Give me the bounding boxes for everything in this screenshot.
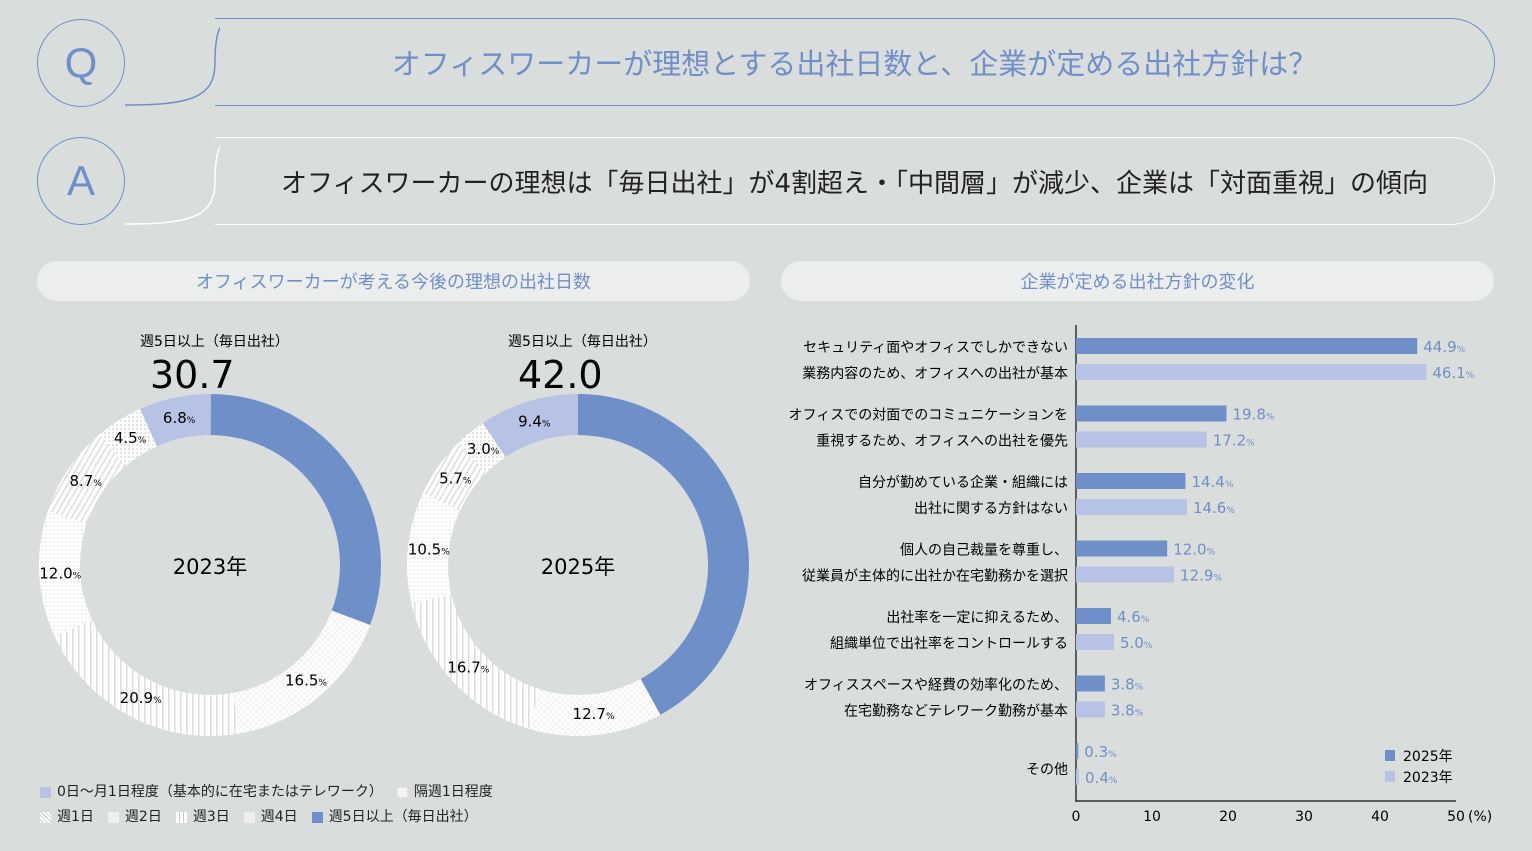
category-label: セキュリティ面やオフィスでしかできない [803, 340, 1068, 356]
bar-value-label: 12.0% [1173, 541, 1215, 559]
x-tick-label: 30 [1295, 809, 1313, 825]
legend-item: 週3日 [175, 806, 230, 826]
x-tick-label: 0 [1072, 809, 1081, 825]
bar [1076, 473, 1186, 489]
category-label: 組織単位で出社率をコントロールする [830, 635, 1068, 652]
bar [1076, 499, 1187, 515]
bar-value-label: 0.4% [1085, 769, 1118, 787]
donut-slice [411, 594, 541, 729]
donut-slice [54, 619, 240, 736]
answer-text: オフィスワーカーの理想は「毎日出社」が4割超え・「中間層」が減少、企業は「対面重… [215, 137, 1495, 225]
category-label: オフィススペースや経費の効率化のため、 [804, 677, 1068, 694]
bar-value-label: 14.6% [1193, 499, 1235, 517]
bar-value-label: 0.3% [1084, 743, 1117, 761]
bar-value-label: 5.0% [1120, 634, 1153, 652]
donut-slice [406, 493, 461, 604]
category-label: その他 [1026, 762, 1068, 778]
bar [1076, 405, 1227, 422]
legend-item: 週2日 [107, 806, 162, 826]
bar [1076, 566, 1175, 583]
legend-swatch [1385, 750, 1395, 761]
bar-value-label: 4.6% [1117, 608, 1150, 626]
legend-item: 週1日 [40, 806, 94, 826]
slice-label: 12.7% [573, 705, 615, 723]
bar-value-label: 17.2% [1213, 432, 1255, 450]
legend-item: 隔週1日程度 [396, 781, 493, 801]
category-label: オフィスでの対面でのコミュニケーションを [789, 408, 1068, 424]
center-label: 2025年 [541, 555, 615, 579]
bar-value-label: 3.8% [1111, 702, 1144, 720]
bar [1076, 769, 1080, 785]
bar-value-label: 3.8% [1111, 676, 1144, 694]
bar [1076, 364, 1427, 380]
bar [1076, 338, 1418, 354]
bar-panel-title: 企業が定める出社方針の変化 [781, 261, 1494, 301]
donut-slice [47, 434, 126, 525]
bar-value-label: 19.8% [1232, 406, 1274, 424]
category-label: 自分が勤めている企業・組織には [858, 474, 1068, 491]
category-label: 個人の自己裁量を尊重し、 [900, 542, 1068, 559]
category-label: 出社率を一定に抑えるため、 [886, 609, 1068, 626]
donut-slice [422, 443, 487, 511]
bar-value-label: 46.1% [1432, 364, 1474, 382]
legend-label: 2023年 [1403, 770, 1453, 786]
legend-item: 0日〜月1日程度（基本的に在宅またはテレワーク） [40, 781, 383, 801]
bar-value-label: 14.4% [1191, 473, 1233, 491]
bar [1076, 675, 1105, 692]
slice-label: 16.7% [447, 658, 489, 676]
legend-item: 週5日以上（毎日出社） [311, 806, 478, 826]
headline-label: 週5日以上（毎日出社） [508, 334, 657, 350]
bar-value-label: 12.9% [1180, 567, 1222, 585]
x-tick-label: 50 [1447, 809, 1465, 825]
legend-label: 2025年 [1403, 749, 1453, 765]
slice-label: 10.5% [408, 540, 450, 558]
donut-slice [39, 511, 93, 637]
x-tick-label: 20 [1219, 809, 1237, 825]
donut-slice [457, 422, 506, 473]
x-tick-label: 40 [1371, 809, 1389, 825]
x-tick-label: 10 [1143, 809, 1161, 825]
category-label: 重視するため、オフィスへの出社を優先 [816, 434, 1068, 450]
donut-panel-title: オフィスワーカーが考える今後の理想の出社日数 [37, 261, 750, 301]
category-label: 出社に関する方針はない [914, 501, 1068, 517]
donut-legend-row1: 0日〜月1日程度（基本的に在宅またはテレワーク） 隔週1日程度 [40, 781, 493, 801]
question-text: オフィスワーカーが理想とする出社日数と、企業が定める出社方針は？ [215, 18, 1495, 106]
donut-slice [232, 610, 371, 734]
bar [1076, 634, 1114, 650]
donut-slice [528, 678, 661, 736]
donut-legend-row2: 週1日 週2日 週3日 週4日 週5日以上（毎日出社） [40, 806, 478, 826]
headline-value: 30.7 [150, 353, 235, 397]
x-unit: (%) [1468, 809, 1492, 825]
category-label: 業務内容のため、オフィスへの出社が基本 [802, 365, 1068, 382]
a-badge: A [37, 137, 125, 225]
donut-slice [482, 394, 578, 458]
q-badge: Q [37, 19, 125, 107]
bar [1076, 431, 1207, 448]
bar [1076, 743, 1079, 759]
category-label: 在宅勤務などテレワーク勤務が基本 [844, 703, 1068, 720]
donut-charts: 週5日以上（毎日出社）30.7%16.5%20.9%12.0%8.7%4.5%6… [39, 334, 750, 736]
category-label: 従業員が主体的に出社か在宅勤務かを選択 [802, 569, 1068, 585]
slice-label: 20.9% [120, 689, 162, 707]
donut-slice [210, 394, 381, 625]
headline-label: 週5日以上（毎日出社） [140, 334, 289, 350]
legend-item: 週4日 [243, 806, 298, 826]
donut-slice [578, 394, 750, 715]
bar [1076, 608, 1111, 624]
bar-value-label: 44.9% [1423, 338, 1465, 356]
headline-value: 42.0 [518, 353, 603, 397]
bar-chart: 0 10 20 30 40 50 (%) セキュリティ面やオフィスでしかできない業務内容のため… [789, 325, 1492, 825]
donut-slice [99, 408, 157, 466]
slice-label: 12.0% [39, 564, 81, 582]
center-label: 2023年 [173, 555, 247, 579]
bar [1076, 701, 1105, 718]
donut-slice [140, 394, 212, 447]
slice-label: 16.5% [285, 671, 327, 689]
legend-swatch [1385, 771, 1395, 782]
bar [1076, 540, 1168, 557]
